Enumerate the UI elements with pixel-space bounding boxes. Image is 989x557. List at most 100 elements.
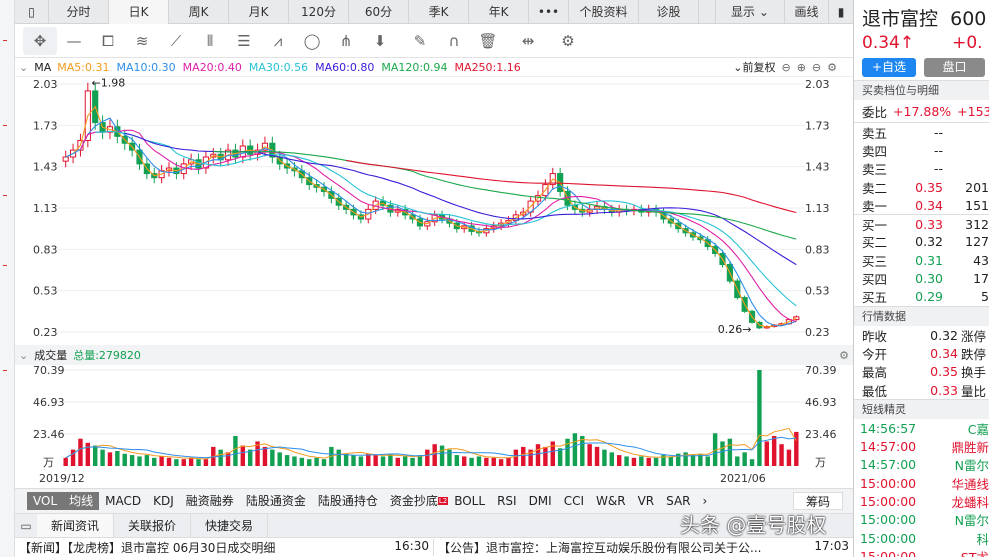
volume-collapse-icon[interactable]: ⌄ xyxy=(19,348,29,362)
quote-label: 昨收 xyxy=(862,328,888,344)
volume-settings-icon[interactable]: ⚙ xyxy=(839,348,849,362)
news-item[interactable]: 【公告】退市富控：上海富控互动娱乐股份有限公司关于公... 17:03 xyxy=(434,539,853,556)
indicator-tab[interactable]: CCI xyxy=(563,494,584,508)
indicator-tab[interactable]: VR xyxy=(637,494,655,508)
market-data-title: 行情数据 xyxy=(854,305,989,326)
weicha-value: +153 xyxy=(957,103,989,119)
panel-toggle-icon[interactable]: ▯ xyxy=(15,0,49,24)
bottom-tab[interactable]: 新闻资讯 xyxy=(37,513,115,538)
tab-period[interactable]: 季K xyxy=(409,0,469,24)
volume-bar xyxy=(794,431,799,466)
sprite-row[interactable]: 14:57:00 N雷尔 xyxy=(854,456,989,474)
compress-icon[interactable]: ⇹ xyxy=(521,31,535,50)
indicator-tab[interactable]: BOLL xyxy=(454,494,486,508)
rect-icon[interactable]: ⧠ xyxy=(101,31,114,50)
draw-line-button[interactable]: 画线 xyxy=(785,0,829,24)
settings-icon[interactable]: ⚙ xyxy=(561,31,575,50)
news-item[interactable]: 【新闻】【龙虎榜】退市富控 06月30日成交明细 16:30 xyxy=(15,539,434,556)
tab-period[interactable]: 月K xyxy=(229,0,289,24)
news-time: 17:03 xyxy=(814,539,849,553)
indicator-tab[interactable]: RSI xyxy=(497,494,517,508)
price-tick-label: 1.13 xyxy=(33,202,58,215)
fan-icon[interactable]: ≋ xyxy=(135,31,149,50)
volume-bar xyxy=(535,444,541,466)
tab-period[interactable]: ••• xyxy=(529,0,569,24)
sidebar-toggle-icon[interactable]: ▮ xyxy=(837,5,845,19)
indicator-tab[interactable]: DMI xyxy=(528,494,552,508)
tab-period[interactable]: 日K xyxy=(109,0,169,24)
minimize-panel-icon[interactable]: ▭ xyxy=(20,518,32,533)
price-tick-label: 1.73 xyxy=(33,119,58,132)
indicator-tab[interactable]: 陆股通资金 xyxy=(245,494,306,508)
ma-collapse-icon[interactable]: ⌄ xyxy=(19,60,29,74)
pankou-button[interactable]: 盘口 xyxy=(924,58,985,77)
volume-tick-label: 46.93 xyxy=(33,396,65,409)
more-indicators-icon[interactable]: › xyxy=(702,494,708,508)
volume-bar xyxy=(284,455,290,466)
up-arrow-icon: ↑ xyxy=(899,33,915,53)
sprite-row[interactable]: 15:00:00 ST尤 xyxy=(854,547,989,557)
sprite-row[interactable]: 14:57:00 鼎胜新 xyxy=(854,437,989,455)
volume-header: ⌄ 成交量 总量:279820 ⚙ xyxy=(15,345,853,365)
price-tick-label: 1.43 xyxy=(805,161,830,174)
text-icon[interactable]: ☰ xyxy=(237,31,251,50)
chips-button[interactable]: 筹码 xyxy=(792,492,843,510)
display-label: 显示 xyxy=(731,5,756,19)
segment-icon[interactable]: ⟋ xyxy=(170,31,182,50)
sprite-row[interactable]: 15:00:00 科 xyxy=(854,529,989,547)
add-watchlist-button[interactable]: +自选 xyxy=(862,58,917,77)
indicator-tab[interactable]: VOL xyxy=(27,492,64,510)
wave-icon[interactable]: ⩘ xyxy=(273,31,283,50)
vertical-lines-icon[interactable]: ⦀ xyxy=(206,31,214,50)
circle-icon[interactable]: ◯ xyxy=(303,31,321,50)
sprite-row[interactable]: 15:00:00 N雷尔 xyxy=(854,511,989,529)
trash-icon[interactable]: 🗑 xyxy=(478,31,498,50)
minus-icon[interactable]: ⊖ xyxy=(811,60,822,74)
kline-chart[interactable]: 2.03 2.03 1.73 1.73 1.43 1.43 1.13 1.13 0.83 0.83… xyxy=(15,77,853,488)
indicator-tab[interactable]: W&R xyxy=(596,494,626,508)
tab-period[interactable]: 个股资料 xyxy=(569,0,639,24)
indicator-tab[interactable]: MACD xyxy=(105,494,142,508)
sprite-row[interactable]: 15:00:00 华通线 xyxy=(854,474,989,492)
tab-period[interactable]: 120分 xyxy=(289,0,349,24)
tab-period[interactable]: 诊股 xyxy=(639,0,699,24)
indicator-tab[interactable]: 融资融券 xyxy=(185,494,234,508)
line-icon[interactable]: — xyxy=(66,31,82,50)
price-tick-label: 0.53 xyxy=(805,285,830,298)
sprite-time: 15:00:00 xyxy=(860,512,917,528)
move-icon[interactable]: ✥ xyxy=(23,26,57,55)
tab-period[interactable]: 周K xyxy=(169,0,229,24)
volume-bar xyxy=(557,448,563,466)
price-tick-label: 1.73 xyxy=(805,119,830,132)
price-tick-label: 2.03 xyxy=(33,78,58,91)
zoom-in-icon[interactable]: ⊕ xyxy=(796,60,806,74)
eraser-icon[interactable]: ✎ xyxy=(413,31,427,50)
sprite-row[interactable]: 14:56:57 C嘉 xyxy=(854,419,989,437)
volume-bar xyxy=(757,370,762,466)
zoom-out-icon[interactable]: ⊖ xyxy=(781,60,791,74)
indicator-tab[interactable]: 陆股通持仓 xyxy=(317,494,378,508)
tab-period[interactable]: 分时 xyxy=(49,0,109,24)
adjust-dropdown[interactable]: ⌄前复权 xyxy=(733,61,776,74)
sprite-row[interactable]: 15:00:00 龙蟠科 xyxy=(854,492,989,510)
fork-icon[interactable]: ⋔ xyxy=(339,31,353,50)
tab-period[interactable]: 年K xyxy=(469,0,529,24)
magnet-icon[interactable]: ∩ xyxy=(448,31,460,50)
display-menu[interactable]: 显示 ⌄ xyxy=(715,0,785,24)
indicator-tab[interactable]: 资金抄底 xyxy=(389,494,438,508)
bottom-tab[interactable]: 快捷交易 xyxy=(191,513,269,538)
indicator-tab[interactable]: 均线 xyxy=(63,492,100,510)
arrow-down-icon[interactable]: ⬇ xyxy=(373,31,387,50)
sprite-time: 14:57:00 xyxy=(860,439,917,455)
tab-period[interactable]: 60分 xyxy=(349,0,409,24)
chart-settings-icon[interactable]: ⚙ xyxy=(827,60,837,74)
weibi-value: +17.88% xyxy=(893,103,952,119)
indicator-tab[interactable]: SAR xyxy=(666,494,691,508)
ma-legend-item: MA60:0.80 xyxy=(315,60,375,74)
bottom-tab[interactable]: 关联报价 xyxy=(114,513,192,538)
level-volume: 312 xyxy=(965,216,989,232)
volume-bar xyxy=(653,457,659,466)
indicator-tab[interactable]: KDJ xyxy=(153,494,174,508)
level-volume: 43 xyxy=(973,252,989,268)
action-buttons: +自选 盘口 xyxy=(854,55,989,80)
